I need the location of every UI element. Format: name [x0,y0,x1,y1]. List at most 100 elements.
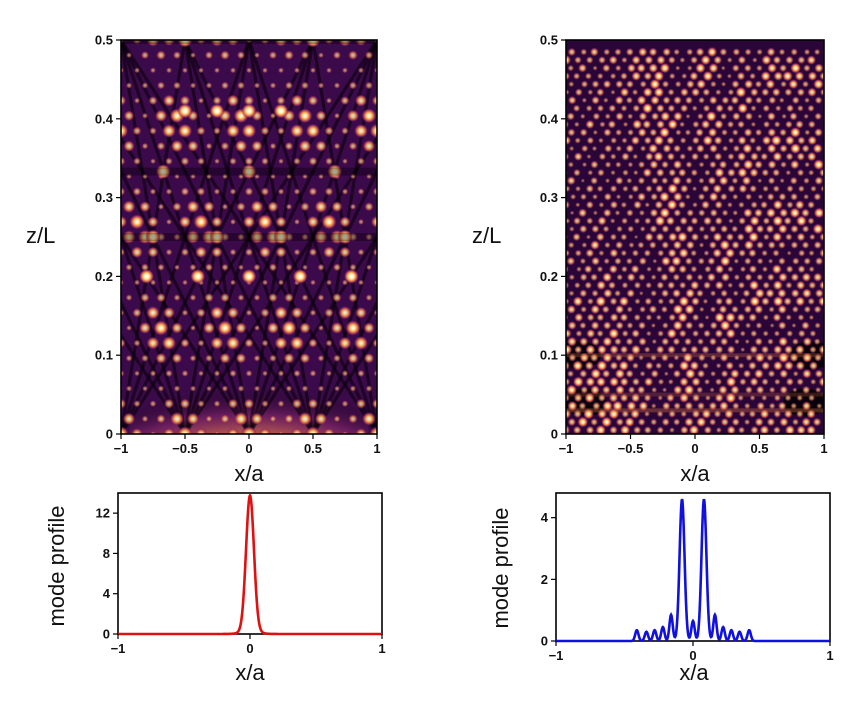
interference-spot [205,354,213,363]
speckle-spot [659,191,670,203]
speckle-spot [698,225,706,233]
speckle-spot [778,352,790,364]
speckle-spot [667,248,677,258]
speckle-spot [566,234,569,240]
interference-spot [213,369,221,377]
revival-spot [190,268,206,284]
speckle-spot [639,145,647,152]
speckle-spot [626,321,634,330]
speckle-spot [631,55,641,65]
interference-spot [243,398,255,409]
speckle-spot [774,104,782,112]
speckle-spot [795,120,804,129]
interference-spot [121,40,125,44]
speckle-spot [643,249,652,257]
interference-spot [186,412,200,426]
speckle-spot [684,304,695,315]
revival-spot [177,103,193,119]
speckle-spot [808,314,815,321]
speckle-spot [803,177,810,185]
speckle-spot [708,95,718,105]
interference-spot [269,354,277,363]
interference-spot [197,370,205,377]
interference-spot [307,95,319,106]
interference-spot [253,294,261,302]
interference-spot [165,188,173,195]
speckle-spot [587,169,594,176]
speckle-spot [794,71,805,82]
dark-ray [121,430,123,434]
xlabel-heatmap-right: x/a [680,461,710,486]
interference-spot [299,352,311,364]
speckle-spot [614,257,622,266]
speckle-spot [695,416,707,428]
speckle-spot [766,143,777,154]
interference-spot [357,248,365,256]
line-plot-left-ytick-label: 0 [103,627,110,642]
interference-spot [357,188,365,195]
dark-ray [121,40,377,434]
speckle-spot [679,392,690,403]
interference-spot [229,369,237,378]
speckle-spot [786,184,794,193]
speckle-spot [773,394,782,402]
speckle-spot [666,345,676,355]
speckle-spot [695,62,706,74]
speckle-spot [585,425,595,434]
speckle-spot [678,281,687,290]
interference-spot [178,215,192,229]
speckle-spot [754,337,764,346]
speckle-spot [802,352,813,363]
speckle-spot [801,80,810,88]
interference-spot [170,139,184,153]
speckle-spot [685,113,691,119]
speckle-spot [667,55,676,65]
speckle-spot [566,328,572,339]
interference-spot [132,126,142,136]
interference-spot [357,157,365,166]
speckle-spot [580,144,589,153]
line-plot-right-ytick-label: 2 [541,572,548,587]
speckle-spot [645,330,652,337]
interference-spot [132,40,142,45]
speckle-spot [808,249,815,257]
speckle-spot [718,175,729,186]
speckle-spot [573,121,580,128]
speckle-spot [731,64,740,73]
speckle-spot [610,89,616,95]
speckle-spot [807,71,818,82]
interference-spot [242,215,256,229]
interference-spot [289,123,305,139]
speckle-spot [667,378,674,385]
speckle-spot [674,224,683,234]
speckle-spot [634,298,641,305]
speckle-spot [801,321,810,330]
heatmap-right-ytick-label: 0.4 [540,111,559,126]
speckle-spot [609,297,618,306]
heatmap-left-ytick-label: 0.4 [95,111,114,126]
interference-spot [189,324,197,331]
speckle-spot [702,88,711,97]
heatmap-left-xtick-label: 0.5 [304,441,322,456]
speckle-spot [772,312,782,322]
speckle-spot [631,249,640,257]
speckle-spot [590,273,599,282]
interference-spot [227,398,239,409]
speckle-spot [785,377,795,387]
speckle-spot [768,306,775,313]
speckle-spot [684,417,694,427]
speckle-spot [772,185,781,193]
speckle-spot [637,127,647,138]
interference-spot [339,216,351,228]
interference-spot [285,385,293,392]
speckle-spot [709,290,717,297]
speckle-spot [638,256,648,266]
speckle-spot [649,159,659,170]
interference-spot [180,156,190,166]
speckle-spot [714,167,725,178]
speckle-spot [690,55,699,65]
speckle-spot [566,313,569,321]
speckle-spot [704,265,712,273]
speckle-spot [648,143,659,154]
